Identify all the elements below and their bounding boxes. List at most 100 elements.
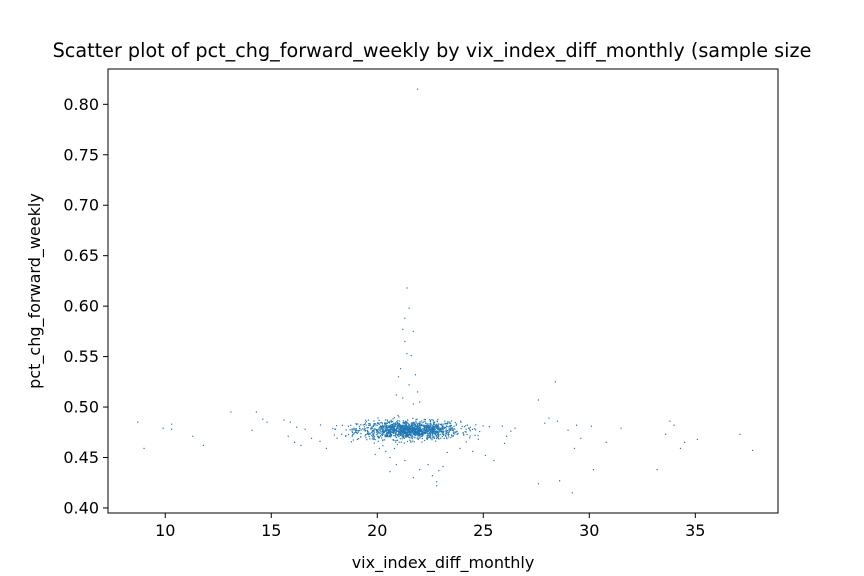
data-point (362, 424, 364, 426)
data-point (425, 424, 427, 427)
data-point (413, 441, 415, 443)
data-point (349, 429, 351, 431)
data-point (398, 429, 400, 431)
data-point (413, 432, 415, 434)
data-point (401, 432, 403, 434)
data-point (414, 431, 417, 433)
data-point (454, 422, 456, 424)
x-axis-ticks: 10 15 20 25 30 35 (155, 513, 705, 540)
data-point (395, 436, 398, 439)
data-point (397, 424, 399, 426)
data-point (397, 430, 399, 432)
data-point (449, 429, 451, 431)
data-point (429, 426, 431, 428)
x-tick-label: 25 (473, 521, 493, 540)
data-point (441, 426, 443, 428)
data-point (418, 432, 420, 434)
data-point (379, 428, 381, 431)
data-point (370, 431, 372, 433)
data-point (437, 437, 439, 439)
data-point (388, 432, 390, 435)
data-point (417, 424, 419, 426)
data-point (406, 287, 408, 289)
data-point (414, 423, 416, 426)
data-point (429, 425, 431, 427)
data-point (434, 427, 436, 429)
data-point (364, 423, 366, 426)
data-point (386, 433, 388, 435)
data-point (415, 422, 418, 424)
data-point (390, 430, 392, 432)
data-point (355, 423, 358, 426)
data-point (447, 422, 449, 424)
data-point (410, 441, 412, 443)
data-point (456, 433, 459, 435)
data-point (488, 426, 490, 428)
data-point (414, 374, 417, 376)
data-point (403, 426, 405, 428)
data-point (388, 429, 390, 431)
data-point (402, 424, 404, 426)
data-point (363, 426, 365, 428)
data-point (432, 432, 435, 434)
data-point (373, 437, 375, 440)
data-point (376, 422, 379, 424)
data-point (510, 430, 512, 432)
data-point (427, 431, 430, 433)
data-point (544, 422, 546, 424)
data-point (421, 424, 423, 426)
data-point (333, 434, 336, 436)
data-point (450, 423, 452, 425)
data-point (454, 428, 456, 430)
data-point (293, 441, 296, 443)
data-point (386, 431, 388, 433)
data-point (444, 427, 447, 429)
data-point (406, 421, 408, 423)
data-point (402, 430, 404, 433)
data-point (442, 425, 444, 428)
data-point (408, 424, 410, 427)
data-point (421, 430, 423, 432)
data-point (364, 422, 367, 424)
data-point (503, 442, 506, 444)
data-point (475, 424, 477, 426)
data-point (422, 432, 424, 434)
data-point (444, 422, 446, 424)
data-point (393, 427, 395, 429)
data-point (462, 432, 464, 434)
data-point (472, 450, 474, 453)
data-point (448, 436, 450, 438)
data-point (413, 429, 416, 431)
data-point (447, 420, 449, 423)
data-point (418, 431, 420, 433)
data-point (373, 430, 375, 432)
data-point (402, 431, 404, 433)
data-point (371, 435, 373, 437)
data-point (434, 431, 436, 433)
data-point (387, 432, 389, 434)
data-point (422, 430, 424, 432)
data-point (396, 427, 398, 429)
data-point (443, 433, 445, 435)
data-point (436, 434, 438, 437)
data-point (403, 431, 405, 433)
data-point (571, 492, 573, 494)
data-point (419, 469, 421, 471)
data-point (554, 381, 556, 383)
data-point (392, 424, 394, 426)
data-point (416, 432, 419, 434)
data-point (477, 434, 479, 437)
data-point (465, 428, 467, 430)
data-point (448, 431, 450, 433)
data-point (404, 435, 406, 437)
data-point (379, 430, 381, 432)
data-point (432, 427, 434, 429)
data-point (389, 429, 391, 432)
data-point (372, 435, 374, 437)
data-point (439, 429, 441, 431)
data-point (192, 435, 194, 437)
data-point (300, 444, 302, 446)
data-point (378, 419, 380, 421)
data-point (444, 423, 446, 425)
x-tick-label: 35 (685, 521, 705, 540)
